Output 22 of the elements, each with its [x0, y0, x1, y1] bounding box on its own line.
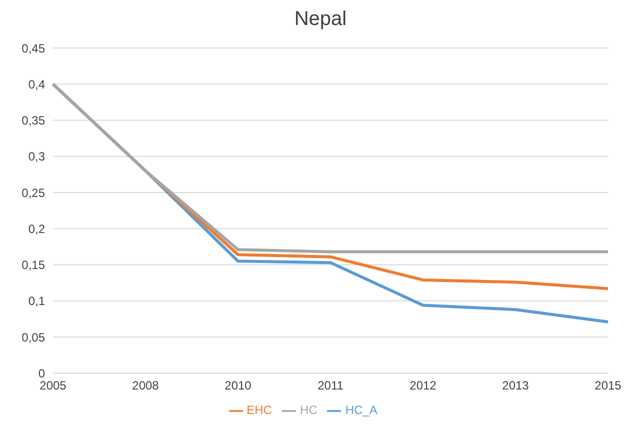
- x-tick-label: 2008: [132, 378, 160, 393]
- y-tick-label: 0,1: [28, 294, 46, 308]
- line-series: [52, 82, 610, 254]
- x-tick-label: 2011: [318, 378, 344, 393]
- y-tick-label: 0: [38, 366, 46, 380]
- y-tick-label: 0,45: [22, 41, 46, 56]
- y-tick-label: 0,2: [28, 222, 46, 236]
- legend-label: EHC: [246, 403, 272, 418]
- y-tick-label: 0,05: [22, 330, 46, 344]
- y-tick-label: 0,25: [22, 186, 46, 200]
- x-tick-label: 2013: [502, 378, 530, 393]
- chart-title: Nepal: [293, 8, 348, 32]
- x-tick-label: 2012: [410, 378, 437, 393]
- y-tick-label: 0,3: [28, 150, 46, 164]
- y-tick-label: 0,4: [28, 77, 46, 92]
- legend-label: HC: [300, 403, 318, 418]
- y-tick-label: 0,35: [22, 114, 46, 128]
- x-tick-label: 2005: [40, 378, 67, 393]
- x-tick-label: 2015: [594, 378, 622, 393]
- x-tick-label: 2010: [224, 378, 252, 393]
- legend-label: HC_A: [345, 403, 378, 418]
- y-tick-label: 0,15: [22, 258, 46, 272]
